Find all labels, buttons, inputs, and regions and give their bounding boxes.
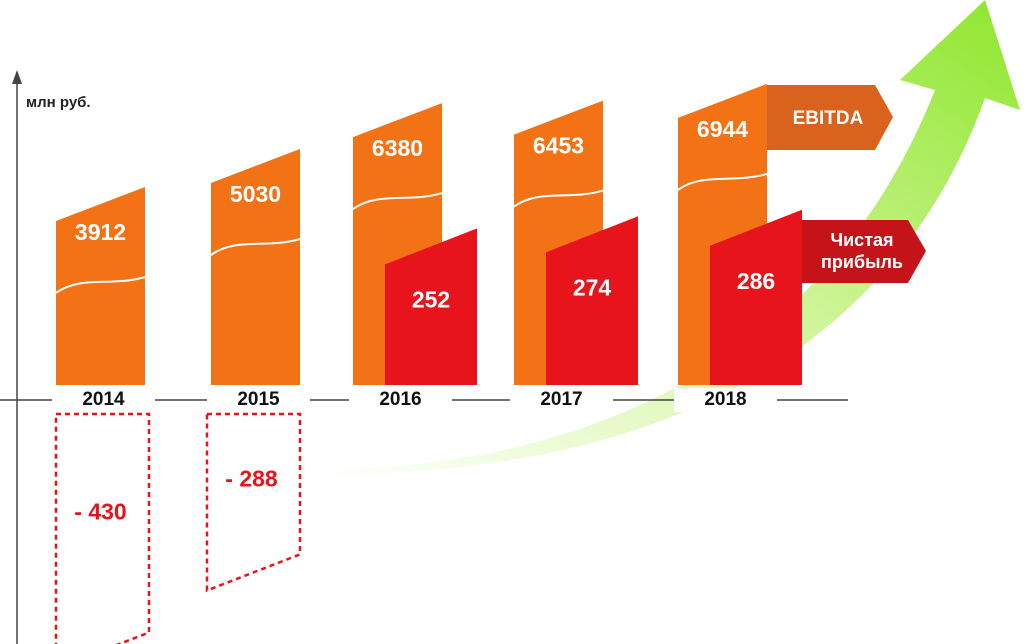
ebitda-bar [56,186,145,385]
profit-bar [710,209,802,385]
x-tick-label: 2015 [237,389,280,410]
year-bg [510,388,613,412]
loss-value: - 288 [225,466,278,492]
year-bg [207,388,310,412]
profit-bar [385,228,477,385]
year-bg [674,388,777,412]
break-wave [677,172,768,191]
profit-value: 252 [412,286,450,312]
ebitda-value: 6944 [697,116,748,142]
profit-value: 286 [737,268,775,294]
ebitda-value: 6380 [372,135,423,161]
ebitda-value: 3912 [75,219,126,245]
ebitda-value: 5030 [230,181,281,207]
ebitda-value: 6453 [533,133,584,159]
year-bg [52,388,155,412]
break-wave [210,238,301,256]
year-bg [349,388,452,412]
loss-bar [54,412,151,644]
profit-bar [546,216,638,385]
legend-flag [767,85,893,150]
y-axis-arrow [12,70,22,84]
x-tick-label: 2014 [82,389,125,410]
loss-bar [205,412,302,593]
x-tick-label: 2016 [379,389,421,410]
y-axis-label: млн руб. [26,94,91,111]
profit-value: 274 [573,274,612,300]
loss-value: - 430 [74,498,126,524]
break-wave [55,276,146,294]
break-wave [513,189,604,208]
ebitda-bar [211,148,300,385]
legend-label: Чистая прибыль [821,230,903,272]
break-wave [352,192,443,210]
x-tick-label: 2018 [704,389,746,410]
x-tick-label: 2017 [540,389,582,410]
legend-label: EBITDA [793,108,864,129]
legend-flag [802,220,926,283]
